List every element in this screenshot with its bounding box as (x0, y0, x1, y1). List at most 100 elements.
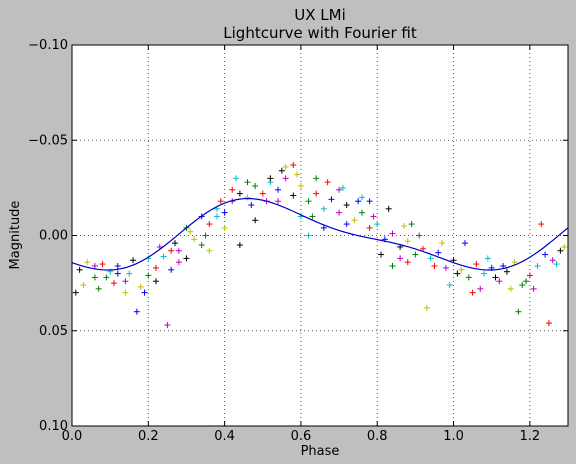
data-point (358, 194, 365, 201)
data-point (252, 182, 259, 189)
data-point (324, 179, 331, 186)
data-point (313, 175, 320, 182)
data-point (339, 184, 346, 191)
data-point (99, 261, 106, 268)
data-point (477, 285, 484, 292)
data-point (122, 289, 129, 296)
data-point (523, 278, 530, 285)
x-tick-label: 0.2 (138, 429, 159, 444)
data-point (172, 240, 179, 247)
data-point (309, 213, 316, 220)
data-point (183, 255, 190, 262)
data-point (290, 192, 297, 199)
data-point (114, 270, 121, 277)
data-point (103, 274, 110, 281)
data-point (385, 205, 392, 212)
data-point (305, 232, 312, 239)
y-axis-label: Magnitude (8, 201, 23, 270)
x-tick-label: 0.0 (62, 429, 83, 444)
tick-marks (71, 44, 568, 427)
data-point (206, 221, 213, 228)
data-point (244, 194, 251, 201)
data-point (355, 198, 362, 205)
data-point (133, 308, 140, 315)
data-point (530, 285, 537, 292)
data-point (267, 175, 274, 182)
chart-subtitle: Lightcurve with Fourier fit (223, 24, 417, 42)
data-point (221, 209, 228, 216)
data-point (473, 261, 480, 268)
data-point (461, 240, 468, 247)
data-point (358, 209, 365, 216)
data-point (320, 224, 327, 231)
x-tick-labels: 0.0 0.2 0.4 0.6 0.8 1.0 1.2 (62, 429, 541, 444)
data-point (137, 283, 144, 290)
data-point (191, 236, 198, 243)
data-point (458, 266, 465, 273)
data-point (374, 221, 381, 228)
data-point (378, 251, 385, 258)
chart-title: UX LMi (294, 6, 346, 24)
data-point (229, 186, 236, 193)
x-tick-label: 0.4 (214, 429, 235, 444)
data-point (431, 262, 438, 269)
data-point (80, 282, 87, 289)
y-tick-labels: −0.10 −0.05 0.00 0.05 0.10 (28, 38, 68, 434)
data-point (206, 247, 213, 254)
data-point (427, 255, 434, 262)
x-tick-label: 1.0 (443, 429, 464, 444)
data-point (561, 243, 568, 250)
data-point (126, 270, 133, 277)
data-point (343, 202, 350, 209)
data-point (164, 322, 171, 329)
data-point (175, 259, 182, 266)
data-point (545, 320, 552, 327)
data-point (412, 251, 419, 258)
data-point (336, 186, 343, 193)
data-point (511, 259, 518, 266)
data-point (198, 242, 205, 249)
data-point (507, 285, 514, 292)
data-point (538, 221, 545, 228)
data-point (213, 213, 220, 220)
data-point (328, 196, 335, 203)
data-point (275, 198, 282, 205)
data-point (297, 182, 304, 189)
data-point (282, 163, 289, 170)
data-point (76, 266, 83, 273)
data-point (160, 253, 167, 260)
data-point (519, 282, 526, 289)
data-point (526, 272, 533, 279)
data-point (152, 278, 159, 285)
data-point (542, 251, 549, 258)
data-point (175, 247, 182, 254)
y-tick-label: 0.05 (39, 324, 68, 339)
data-point (244, 179, 251, 186)
data-point (366, 224, 373, 231)
data-point (423, 304, 430, 311)
y-tick-label: 0.00 (39, 229, 68, 244)
y-tick-label: −0.05 (28, 133, 68, 148)
data-point (435, 249, 442, 256)
data-point (351, 217, 358, 224)
data-point (168, 247, 175, 254)
data-point (420, 245, 427, 252)
data-point (91, 274, 98, 281)
data-point (343, 221, 350, 228)
data-point (305, 198, 312, 205)
data-point (366, 198, 373, 205)
data-point (404, 238, 411, 245)
data-point (236, 242, 243, 249)
data-point (481, 270, 488, 277)
data-point (187, 228, 194, 235)
data-point (282, 175, 289, 182)
data-point (320, 205, 327, 212)
data-point (141, 289, 148, 296)
data-point (484, 255, 491, 262)
data-point (290, 162, 297, 169)
data-point (370, 213, 377, 220)
data-point (557, 247, 564, 254)
data-point (275, 186, 282, 193)
data-point (168, 266, 175, 273)
